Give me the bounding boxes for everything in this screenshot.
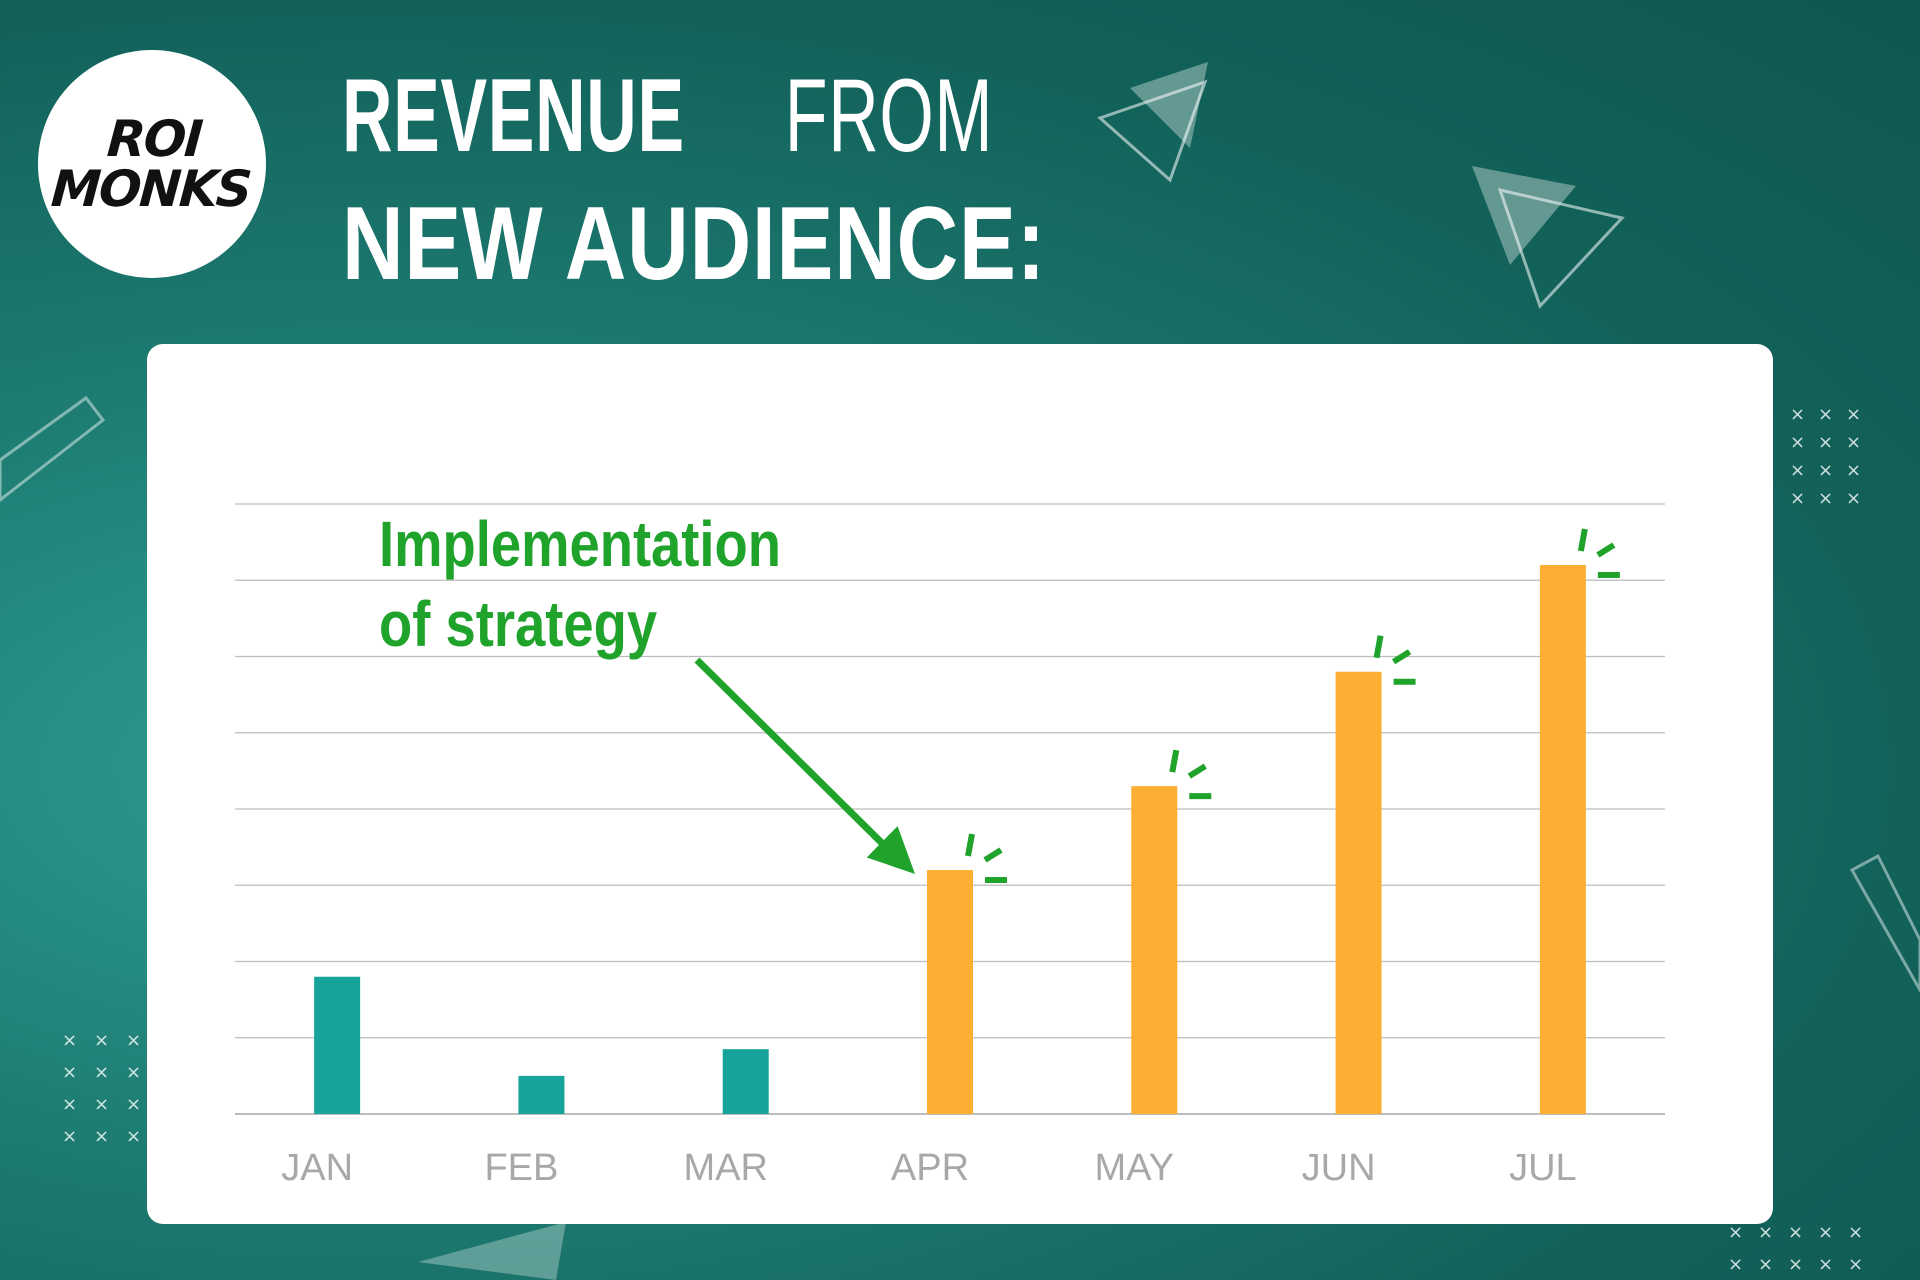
bar-feb — [518, 1075, 565, 1114]
x-pattern-mark: × — [1790, 432, 1805, 453]
chart-panel: JAN FEB MAR APR MAY JUN JUL Implementation of … — [147, 344, 1773, 1224]
x-pattern-mark: × — [1758, 1222, 1773, 1243]
x-tick-label: JAN — [281, 1147, 353, 1189]
x-pattern-mark: × — [1818, 1254, 1833, 1275]
bar-may — [1131, 786, 1178, 1114]
x-pattern-mark: × — [1846, 460, 1861, 481]
x-tick-label: APR — [891, 1147, 969, 1189]
page-title: REVENUE FROM NEW AUDIENCE: — [342, 52, 1200, 308]
bar-jun — [1335, 671, 1382, 1114]
x-pattern-mark: × — [1788, 1254, 1803, 1275]
triangle-decoration — [418, 1222, 566, 1280]
x-pattern-mark: × — [62, 1126, 77, 1147]
x-pattern-mark: × — [1790, 404, 1805, 425]
x-pattern-mark: × — [126, 1062, 141, 1083]
x-pattern-mark: × — [62, 1062, 77, 1083]
annotation-label: Implementation of strategy — [379, 504, 781, 664]
annotation-line-1: Implementation — [379, 508, 781, 580]
sparkle-mark — [965, 833, 975, 857]
x-pattern-mark: × — [1818, 1222, 1833, 1243]
stripe-decoration — [0, 395, 1920, 994]
logo-line-1: ROI — [104, 110, 203, 168]
x-pattern-mark: × — [126, 1030, 141, 1051]
bar-mar — [722, 1049, 769, 1114]
x-pattern-mark: × — [1818, 432, 1833, 453]
bar-jan — [314, 976, 361, 1114]
title-line-2: NEW AUDIENCE: — [342, 186, 1046, 302]
sparkle-mark — [1187, 763, 1207, 779]
bar-chart: JAN FEB MAR APR MAY JUN JUL — [235, 503, 1665, 1189]
sparkle-mark — [1596, 542, 1616, 558]
sparkle-mark — [983, 847, 1003, 863]
x-pattern-mark: × — [94, 1062, 109, 1083]
company-logo: ROI MONKS — [38, 50, 266, 278]
x-pattern-mark: × — [1848, 1254, 1863, 1275]
bar-apr — [927, 870, 973, 1114]
triangle-decoration — [1097, 62, 1208, 183]
title-bold-word: REVENUE — [342, 58, 685, 174]
x-pattern-mark: × — [94, 1094, 109, 1115]
x-pattern-mark: × — [1728, 1254, 1743, 1275]
x-pattern-mark: × — [1848, 1222, 1863, 1243]
title-light-word: FROM — [784, 58, 994, 174]
x-tick-label: JUL — [1509, 1147, 1577, 1189]
x-pattern-mark: × — [62, 1030, 77, 1051]
x-tick-label: MAY — [1095, 1147, 1175, 1189]
annotation-arrow-shaft — [694, 657, 902, 863]
x-pattern-mark: × — [126, 1094, 141, 1115]
x-pattern-mark: × — [1790, 460, 1805, 481]
x-pattern-mark: × — [1788, 1222, 1803, 1243]
x-pattern-mark: × — [62, 1094, 77, 1115]
x-pattern-mark: × — [1818, 460, 1833, 481]
x-pattern-mark: × — [1846, 488, 1861, 509]
sparkle-mark — [1373, 635, 1384, 659]
x-tick-label: FEB — [484, 1147, 558, 1189]
x-pattern-mark: × — [1846, 404, 1861, 425]
title-line-1: REVENUE FROM — [342, 52, 1200, 180]
x-tick-label: MAR — [683, 1147, 767, 1189]
x-pattern-mark: × — [1728, 1222, 1743, 1243]
annotation-line-2: of strategy — [379, 588, 658, 660]
sparkle-mark — [1169, 749, 1180, 773]
logo-line-2: MONKS — [48, 160, 252, 218]
x-pattern-mark: × — [94, 1126, 109, 1147]
bar-jul — [1539, 565, 1586, 1114]
x-pattern-mark: × — [126, 1126, 141, 1147]
triangle-decoration — [1472, 166, 1625, 309]
sparkle-mark — [1391, 649, 1412, 665]
x-pattern-mark: × — [94, 1030, 109, 1051]
sparkle-mark — [1577, 528, 1588, 552]
annotation-arrow-head — [866, 826, 915, 874]
x-pattern-mark: × — [1818, 488, 1833, 509]
x-pattern-mark: × — [1846, 432, 1861, 453]
x-pattern-mark: × — [1758, 1254, 1773, 1275]
x-tick-label: JUN — [1302, 1147, 1376, 1189]
x-pattern-mark: × — [1790, 488, 1805, 509]
x-pattern-mark: × — [1818, 404, 1833, 425]
